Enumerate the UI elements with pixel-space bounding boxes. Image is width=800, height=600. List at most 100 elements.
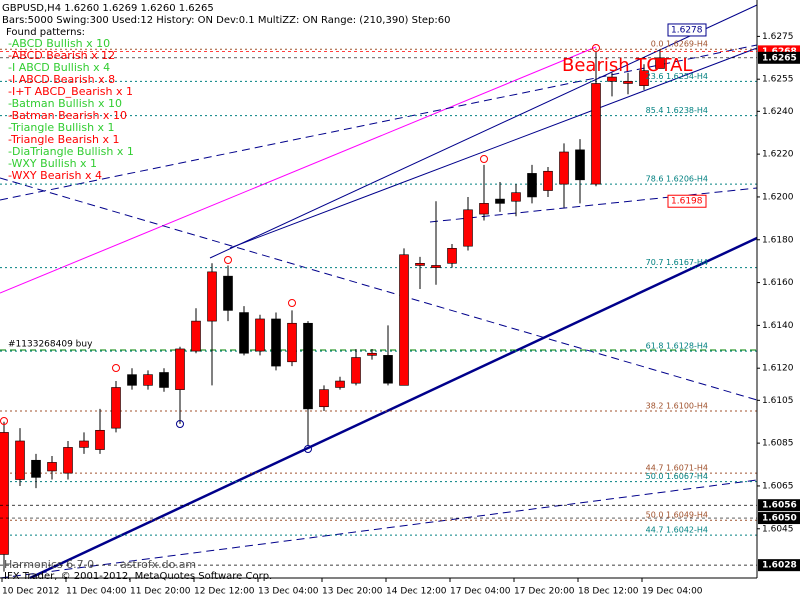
price-mark: 1.6050 [762,514,797,524]
x-tick-label: 11 Dec 04:00 [66,587,127,597]
fib-label: 44.7 1.6042-H4 [646,526,708,535]
x-tick-label: 17 Dec 20:00 [514,587,575,597]
candle-body [63,447,73,474]
y-tick-label: 1.6085 [762,439,794,449]
swing-marker [480,155,488,163]
signal: Bearish TOTAL [562,55,692,76]
pattern-item: -ABCD Bullish x 10 [8,37,110,50]
swing-markers [0,44,600,453]
price-mark: 1.6056 [762,501,797,511]
candle-body [495,198,505,204]
pattern-item: -ABCD Bearish x 12 [8,49,115,62]
swing-marker [112,364,120,372]
candle-body [591,83,601,185]
price-mark-box [758,499,800,512]
candle-body [31,459,41,478]
trend-line [229,47,758,249]
boxed-label-box [667,194,707,208]
x-tick-label: 13 Dec 20:00 [322,587,383,597]
candle-body [159,372,169,388]
pattern-item: -DiaTriangle Bullish x 1 [8,145,134,158]
swing-marker [0,417,8,425]
fib-label: 85.4 1.6238-H4 [646,106,708,115]
fib-label: 78.6 1.6206-H4 [646,175,708,184]
swing-marker [304,445,312,453]
candle-body [527,173,537,198]
candle-body [303,322,313,410]
y-tick-label: 1.6065 [762,481,794,491]
y-tick-label: 1.6045 [762,524,794,534]
price-mark: 1.6028 [762,561,797,571]
pattern-item: -WXY Bearish x 4 [8,169,102,182]
pattern-item: -Triangle Bearish x 1 [8,133,120,146]
candle-body [287,322,297,363]
candle-body [559,151,569,185]
candle-body [447,248,457,264]
candle-body [511,192,521,202]
candle-body [255,318,265,352]
candle-body [95,429,105,450]
pattern-item: -WXY Bullish x 1 [8,157,97,170]
y-tick-label: 1.6240 [762,107,794,117]
fib-label: 38.2 1.6100-H4 [646,402,708,411]
candle-body [111,387,121,429]
trend-line [0,177,758,401]
x-tick-label: 14 Dec 12:00 [386,587,447,597]
candle-body [319,389,329,408]
order-label: #1133268409 buy [8,340,93,350]
candle-body [335,380,345,388]
fib-label: 44.7 1.6071-H4 [646,464,708,473]
candle-body [623,81,633,84]
swing-marker [176,420,184,428]
pattern-item: -I ABCD Bullish x 4 [8,61,110,74]
price-mark-box [758,512,800,525]
y-tick-label: 1.6140 [762,321,794,331]
candle-body [175,348,185,390]
x-tick-label: 18 Dec 12:00 [578,587,639,597]
boxed-label: 1.6198 [671,197,703,207]
candle-body [271,318,281,367]
y-tick-label: 1.6220 [762,150,794,160]
patterns-title: Found patterns: [6,27,85,38]
candle-body [15,440,25,480]
candle-body [127,374,137,386]
pattern-item: -Triangle Bullish x 1 [8,121,115,134]
candle-body [351,357,361,384]
y-tick-label: 1.6105 [762,396,794,406]
price-mark-box [758,559,800,572]
candle-body [367,352,377,356]
candle-body [463,209,473,247]
boxed-label-box [667,23,707,37]
candle-body [431,265,441,268]
swing-marker [288,299,296,307]
candle-body [191,320,201,352]
trend-line [0,46,597,294]
fib-label: 70.7 1.6167-H4 [646,258,708,267]
candle-body [47,462,57,472]
x-tick-label: 11 Dec 20:00 [130,587,191,597]
y-tick-label: 1.6160 [762,278,794,288]
pattern-item: -I ABCD Bearish x 8 [8,73,115,86]
candle-body [239,312,249,354]
boxed-label: 1.6278 [671,25,703,35]
info-line: Bars:5000 Swing:300 Used:12 History: ON … [2,15,451,26]
candles [0,49,665,572]
fib-label: 50.0 1.6049-H4 [646,511,708,520]
candle-body [383,355,393,384]
pattern-item: -Batman Bearish x 10 [8,109,127,122]
pattern-item: -I+T ABCD_Bearish x 1 [8,85,133,98]
candle-body [399,254,409,386]
x-tick-label: 13 Dec 04:00 [258,587,319,597]
price-mark: 1.6265 [762,53,797,63]
x-tick-label: 19 Dec 04:00 [642,587,703,597]
trend-line [0,479,758,579]
chart-title: GBPUSD,H4 1.6260 1.6269 1.6260 1.6265 [2,3,214,14]
x-tick-label: 12 Dec 12:00 [194,587,255,597]
fib-label: 23.6 1.6254-H4 [646,72,708,81]
footer: IFX Trader, © 2001-2012, MetaQuotes Soft… [4,571,272,582]
fib-label: 61.8 1.6128-H4 [646,342,708,351]
y-tick-label: 1.6275 [762,32,794,42]
price-mark-box [758,51,800,64]
candle-body [543,170,553,191]
